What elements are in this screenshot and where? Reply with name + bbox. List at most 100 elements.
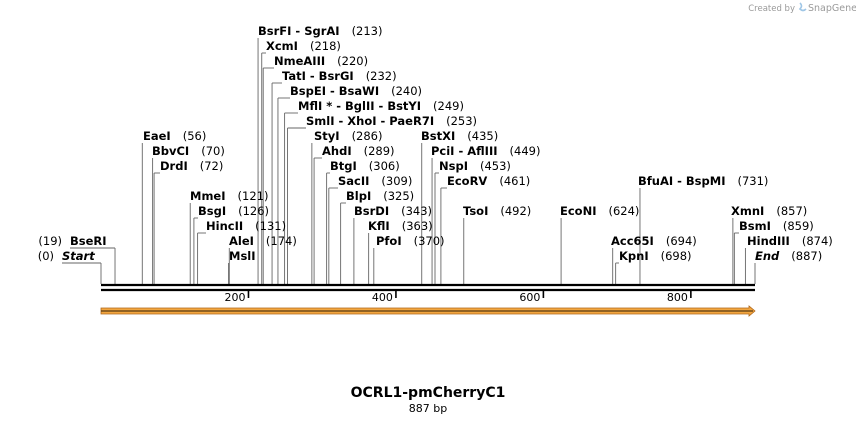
site-name: EaeI xyxy=(143,129,171,143)
site-name: MflI * - BglII - BstYI xyxy=(298,99,421,113)
site-label-group: Acc65I (694) xyxy=(611,234,697,248)
site-name: XmnI xyxy=(731,204,764,218)
site-labels: (0) Start(19) BseRI EaeI (56)BbvCI (70) DrdI (7… xyxy=(38,24,833,263)
site-position: (343) xyxy=(401,204,432,218)
site-name: NspI xyxy=(439,159,468,173)
site-label-group: PciI - AflIII (449) xyxy=(431,144,540,158)
site-position: (370) xyxy=(414,234,445,248)
site-position: (461) xyxy=(499,174,530,188)
site-label-group: BlpI (325) xyxy=(346,189,414,203)
site-position: (887) xyxy=(791,249,822,263)
site-name: DrdI xyxy=(160,159,188,173)
axis-tick-label: 800 xyxy=(667,291,688,304)
site-label-group: NspI (453) xyxy=(439,159,511,173)
map-title: OCRL1-pmCherryC1 xyxy=(351,385,506,401)
site-name: PciI - AflIII xyxy=(431,144,498,158)
position-axis: 200 400 600 800 xyxy=(224,291,692,304)
feature-arrow xyxy=(100,305,756,317)
site-label-group: KflI (363) xyxy=(368,219,433,233)
site-label-group: SmlI - XhoI - PaeR7I (253) xyxy=(306,114,477,128)
site-position: (131) xyxy=(255,219,286,233)
site-label-group: StyI (286) xyxy=(314,129,383,143)
site-position: (859) xyxy=(783,219,814,233)
axis-tick-label: 600 xyxy=(519,291,540,304)
site-label-group: BstXI (435) xyxy=(421,129,498,143)
site-label-group: KpnI (698) xyxy=(619,249,692,263)
site-name: BfuAI - BspMI xyxy=(638,174,725,188)
site-position: (874) xyxy=(802,234,833,248)
site-label-group: AhdI (289) xyxy=(322,144,395,158)
site-label-group: BbvCI (70) xyxy=(152,144,225,158)
site-position: (19) xyxy=(38,234,62,248)
site-position: (698) xyxy=(661,249,692,263)
site-name: TsoI xyxy=(463,204,488,218)
site-position: (306) xyxy=(369,159,400,173)
site-name: BstXI xyxy=(421,129,455,143)
site-name: BsmI xyxy=(739,219,771,233)
credit-prefix: Created by xyxy=(748,4,795,14)
site-name: BsrDI xyxy=(354,204,389,218)
site-position: (694) xyxy=(666,234,697,248)
site-position: (220) xyxy=(337,54,368,68)
site-name: EcoRV xyxy=(447,174,487,188)
site-label-group: (0) Start xyxy=(38,249,96,263)
axis-tick-label: 400 xyxy=(372,291,393,304)
axis-tick-label: 200 xyxy=(224,291,245,304)
site-position: (435) xyxy=(467,129,498,143)
site-label-group: EaeI (56) xyxy=(143,129,206,143)
site-name: Acc65I xyxy=(611,234,654,248)
site-name: PfoI xyxy=(376,234,402,248)
site-name: HincII xyxy=(206,219,243,233)
site-position: (240) xyxy=(391,84,422,98)
site-label-group: EcoNI (624) xyxy=(560,204,639,218)
site-name: XcmI xyxy=(266,39,298,53)
site-label-group: DrdI (72) xyxy=(160,159,223,173)
site-position: (174) xyxy=(266,234,297,248)
site-label-group: XcmI (218) xyxy=(266,39,341,53)
site-name: MslI xyxy=(229,249,256,263)
credit-watermark: Created by SnapGene xyxy=(748,2,856,14)
site-position: (453) xyxy=(480,159,511,173)
site-name: KpnI xyxy=(619,249,649,263)
site-label-group: BsgI (126) xyxy=(198,204,269,218)
site-label-group: BsrDI (343) xyxy=(354,204,432,218)
sequence-backbone xyxy=(101,283,755,292)
site-label-group: NmeAIII (220) xyxy=(274,54,368,68)
site-name: StyI xyxy=(314,129,340,143)
site-label-group: MflI * - BglII - BstYI (249) xyxy=(298,99,464,113)
site-position: (363) xyxy=(402,219,433,233)
snapgene-logo-icon xyxy=(798,2,807,12)
site-label-group: BtgI (306) xyxy=(330,159,400,173)
site-name: EcoNI xyxy=(560,204,596,218)
site-position: (56) xyxy=(183,129,207,143)
site-position: (0) xyxy=(38,249,54,263)
site-position: (213) xyxy=(352,24,383,38)
site-label-group: EcoRV (461) xyxy=(447,174,530,188)
site-label-group: HindIII (874) xyxy=(747,234,833,248)
site-name: BbvCI xyxy=(152,144,189,158)
site-position: (492) xyxy=(500,204,531,218)
site-position: (121) xyxy=(238,189,269,203)
site-name: BsgI xyxy=(198,204,226,218)
site-name: End xyxy=(755,249,780,263)
site-label-group: AleI (174) xyxy=(229,234,297,248)
credit-brand: SnapGene xyxy=(808,3,856,14)
site-name: AleI xyxy=(229,234,254,248)
site-name: BlpI xyxy=(346,189,371,203)
site-name: AhdI xyxy=(322,144,352,158)
site-name: BsrFI - SgrAI xyxy=(258,24,340,38)
site-label-group: BsrFI - SgrAI (213) xyxy=(258,24,383,38)
site-name: MmeI xyxy=(190,189,226,203)
site-name: BspEI - BsaWI xyxy=(290,84,379,98)
site-position: (624) xyxy=(608,204,639,218)
site-label-group: TsoI (492) xyxy=(463,204,531,218)
site-name: TatI - BsrGI xyxy=(282,69,354,83)
site-position: (309) xyxy=(381,174,412,188)
site-label-group: PfoI (370) xyxy=(376,234,445,248)
site-label-group: (19) BseRI xyxy=(38,234,106,248)
site-label-group: BfuAI - BspMI (731) xyxy=(638,174,768,188)
site-label-group: TatI - BsrGI (232) xyxy=(282,69,397,83)
site-position: (218) xyxy=(310,39,341,53)
site-label-group: HincII (131) xyxy=(206,219,286,233)
